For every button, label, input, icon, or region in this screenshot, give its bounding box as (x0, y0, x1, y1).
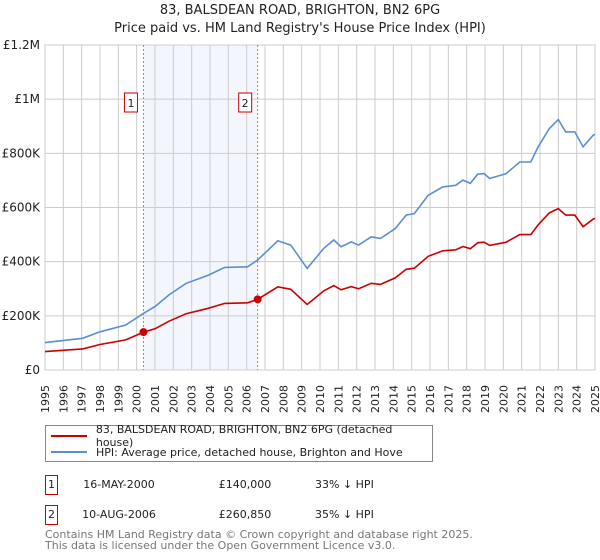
x-tick-label: 2010 (314, 385, 327, 413)
plot-area: 1995 1996 1997 1998 1999 2000 2001 2002 2003 2004… (2, 38, 600, 413)
x-tick-label: 2012 (351, 385, 364, 413)
legend-label: 83, BALSDEAN ROAD, BRIGHTON, BN2 6PG (de… (95, 423, 393, 449)
legend-swatch-red (51, 435, 87, 437)
legend-item-hpi: HPI: Average price, detached house, Brig… (51, 444, 403, 460)
x-tick-label: 1996 (57, 385, 70, 413)
chart-title: 83, BALSDEAN ROAD, BRIGHTON, BN2 6PG (159, 3, 441, 18)
hpi-line (44, 118, 596, 344)
x-tick-label: 2024 (571, 385, 584, 413)
x-tick-label: 2001 (149, 385, 162, 413)
price-paid-line (44, 207, 596, 353)
sale-date: 16-MAY-2000 (83, 478, 155, 491)
legend-label: HPI: Average price, detached house, Brig… (96, 445, 403, 459)
x-tick-label: 2013 (369, 385, 382, 413)
sale-label-box (238, 92, 253, 113)
x-tick-label: 2005 (222, 385, 235, 413)
sale-point (253, 295, 262, 304)
sale-price: £140,000 (218, 478, 272, 491)
x-tick-label: 2014 (387, 385, 400, 413)
x-tick-label: 2022 (534, 385, 547, 413)
x-tick-label: 2008 (277, 385, 290, 413)
x-tick-label: 2021 (516, 385, 529, 413)
footer-line-1: Contains HM Land Registry data © Crown c… (45, 528, 473, 541)
y-tick-label: £800K (2, 146, 42, 160)
sale-marker-badge: 1 (45, 475, 58, 495)
footer: Contains HM Land Registry data © Crown c… (45, 529, 473, 551)
plot-frame (44, 44, 596, 371)
x-tick-label: 2002 (167, 385, 180, 413)
legend-swatch-blue (51, 451, 87, 453)
legend-item-property: 83, BALSDEAN ROAD, BRIGHTON, BN2 6PG (de… (51, 423, 432, 449)
y-tick-label: £1.2M (3, 38, 40, 52)
x-tick-label: 2006 (241, 385, 254, 413)
legend: 83, BALSDEAN ROAD, BRIGHTON, BN2 6PG (de… (45, 423, 433, 462)
x-tick-label: 2009 (296, 385, 309, 413)
y-tick-label: £400K (2, 255, 42, 269)
x-tick-label: 1998 (94, 385, 107, 413)
chart-subtitle: Price paid vs. HM Land Registry's House … (114, 21, 486, 36)
x-tick-label: 2018 (461, 385, 474, 413)
sale-price: £260,850 (218, 508, 272, 521)
sale-hpi-diff: 35% ↓ HPI (315, 508, 374, 521)
x-tick-label: 2000 (131, 385, 144, 413)
x-tick-label: 2023 (552, 385, 565, 413)
x-tick-label: 1997 (76, 385, 89, 413)
y-tick-label: £600K (2, 201, 42, 215)
footer-line-2: This data is licensed under the Open Gov… (45, 539, 396, 552)
x-tick-label: 1995 (39, 385, 52, 413)
x-tick-label: 2025 (589, 385, 600, 413)
x-tick-label: 2004 (204, 385, 217, 413)
y-tick-label: £0 (25, 363, 40, 377)
sale-row-2: 2 10-AUG-2006 £260,850 35% ↓ HPI (45, 505, 445, 525)
x-tick-label: 2017 (442, 385, 455, 413)
sale-point (139, 328, 148, 337)
sale-date: 10-AUG-2006 (82, 508, 156, 521)
sale-hpi-diff: 33% ↓ HPI (315, 478, 374, 491)
x-tick-label: 2007 (259, 385, 272, 413)
y-tick-label: £200K (2, 309, 42, 323)
x-tick-label: 2016 (424, 385, 437, 413)
x-tick-label: 2011 (332, 385, 345, 413)
sale-row-1: 1 16-MAY-2000 £140,000 33% ↓ HPI (45, 475, 445, 495)
sale-label-box (123, 92, 138, 113)
x-tick-label: 2020 (497, 385, 510, 413)
sale-label: 2 (242, 97, 249, 110)
x-tick-label: 2019 (479, 385, 492, 413)
sale-marker-badge: 2 (45, 505, 58, 525)
x-tick-label: 2015 (406, 385, 419, 413)
y-tick-label: £1M (14, 92, 40, 106)
x-tick-label: 1999 (112, 385, 125, 413)
x-tick-label: 2003 (186, 385, 199, 413)
sale-label: 1 (127, 97, 134, 110)
